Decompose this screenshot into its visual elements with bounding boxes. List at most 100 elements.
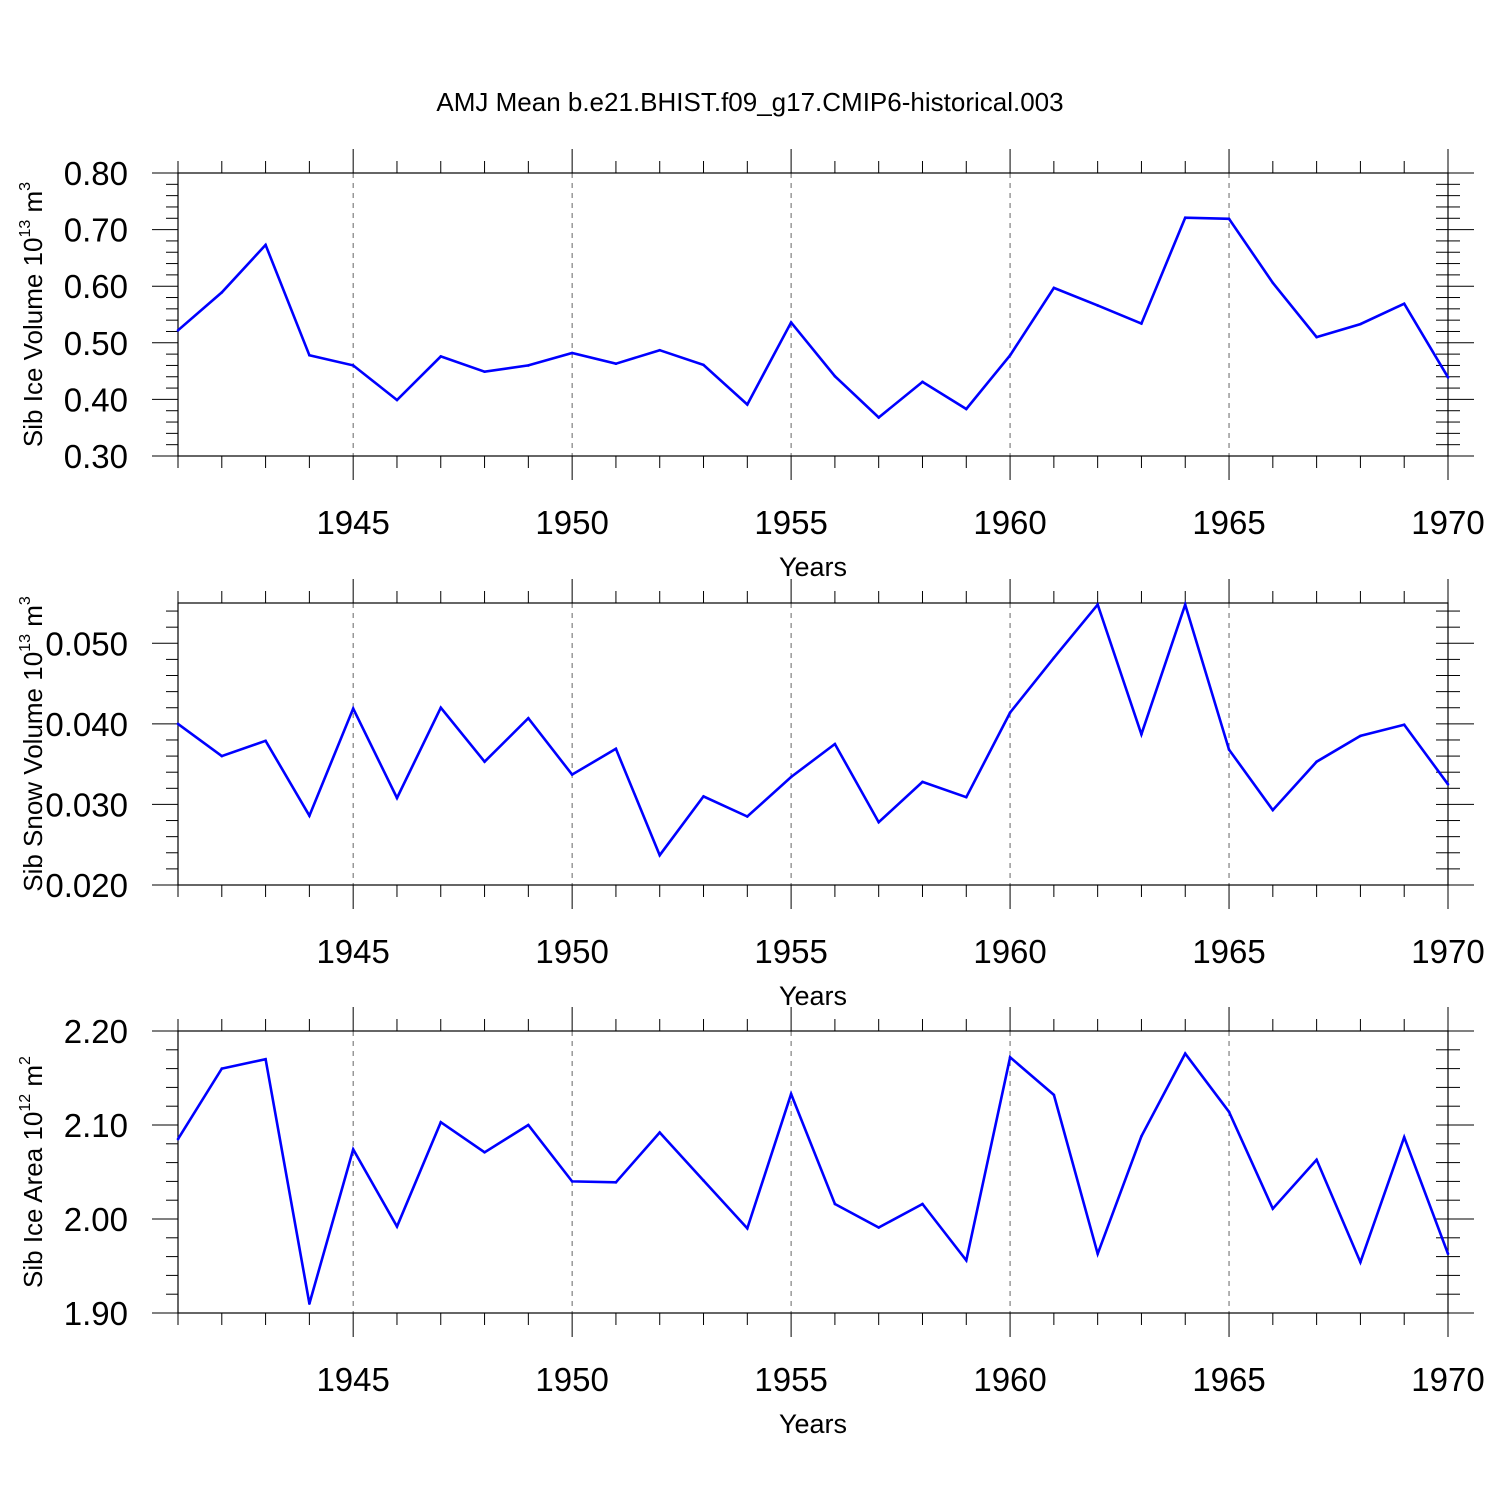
data-point [746,1227,749,1230]
data-point [1183,603,1187,606]
chart-title: AMJ Mean b.e21.BHIST.f09_g17.CMIP6-histo… [436,87,1063,117]
data-point [483,1150,486,1154]
data-point [789,1092,793,1096]
data-point [1140,733,1143,736]
data-point [176,722,180,726]
data-point [1315,1158,1318,1162]
data-point [921,1202,924,1206]
data-point [395,1225,399,1228]
data-point [1446,1252,1450,1256]
x-axis-label: Years [779,1409,847,1439]
plot-frame [177,172,1449,457]
data-point [483,370,486,373]
y-tick-label: 0.80 [64,155,128,192]
y-tick-label: 0.030 [45,786,128,823]
panel-3: 1945 1950 1955 1960 1965 1970 Years 1.90 2.00 2.1… [17,1007,1485,1439]
data-point [527,364,530,367]
y-axis-label-unit: m [18,1065,48,1094]
x-tick-label: 1945 [316,504,389,541]
data-point [877,1226,880,1229]
data-point [1227,217,1231,221]
data-point [921,380,924,384]
data-point [1446,782,1450,786]
data-point [395,796,399,800]
data-point [570,351,574,355]
data-point [527,716,530,720]
data-point [614,362,618,366]
x-tick-label: 1970 [1411,504,1484,541]
data-point [658,853,662,857]
x-tick-label: 1955 [754,933,827,970]
data-point [1271,281,1275,285]
data-point [921,780,924,784]
data-point [833,1202,837,1206]
data-point [439,355,443,358]
y-axis-label-unit-exp: 2 [17,1056,34,1065]
data-point [964,407,968,411]
data-point [1315,335,1318,339]
data-point [351,707,355,710]
data-point [176,1137,180,1141]
data-point [658,348,662,352]
data-point [1008,711,1012,714]
data-point [833,374,837,378]
data-point [833,742,837,746]
y-axis-label-unit-exp: 3 [17,182,34,191]
data-point [1140,322,1143,325]
data-point [702,363,705,367]
data-point [746,815,749,818]
data-point [1183,1052,1187,1055]
data-point [964,795,968,799]
data-point [439,1120,443,1124]
data-point [1402,1135,1406,1139]
data-point [877,416,880,419]
data-point [1359,734,1362,738]
x-tick-label: 1960 [973,504,1046,541]
data-point [308,814,311,818]
data-point [1008,353,1012,357]
data-point [220,291,224,294]
y-axis-label-unit: m [18,605,48,634]
y-axis-label-exp: 13 [17,220,34,238]
series-line [177,216,1450,420]
data-point [308,353,311,357]
x-tick-label: 1965 [1192,504,1265,541]
x-axis-label: Years [779,552,847,582]
data-point [1008,1056,1012,1059]
data-point [1052,286,1056,290]
x-tick-label: 1960 [973,933,1046,970]
data-point [1096,304,1099,307]
data-point [789,321,793,324]
data-point [1271,808,1275,812]
data-point [1140,1134,1143,1138]
data-point [264,243,267,247]
data-point [1402,723,1406,726]
series-line [176,1051,1450,1304]
data-point [746,403,749,406]
data-point [308,1302,311,1305]
y-axis-label: Sib Ice Area 1012 m2 [17,1056,48,1288]
y-axis-label-text: Sib Ice Volume 10 [18,238,48,448]
data-point [176,329,180,332]
y-tick-label: 0.70 [64,212,128,249]
x-tick-label: 1950 [535,1361,608,1398]
data-point [220,754,224,758]
y-tick-label: 0.60 [64,268,128,305]
x-tick-label: 1945 [316,1361,389,1398]
data-point [1096,1252,1099,1256]
y-tick-label: 0.040 [45,706,128,743]
x-tick-label: 1960 [973,1361,1046,1398]
data-point [1227,748,1231,751]
x-axis-label: Years [779,981,847,1011]
data-point [614,1181,618,1184]
x-tick-label: 1950 [535,933,608,970]
plot-frame [177,602,1449,886]
y-tick-label: 0.50 [64,325,128,362]
data-point [395,398,399,402]
data-point [1446,376,1450,379]
data-point [1183,216,1187,220]
data-point [1227,1110,1231,1114]
panels: 1945 1950 1955 1960 1965 1970 Years 0.30 0.40 0.5… [17,149,1485,1439]
data-point [570,773,574,776]
